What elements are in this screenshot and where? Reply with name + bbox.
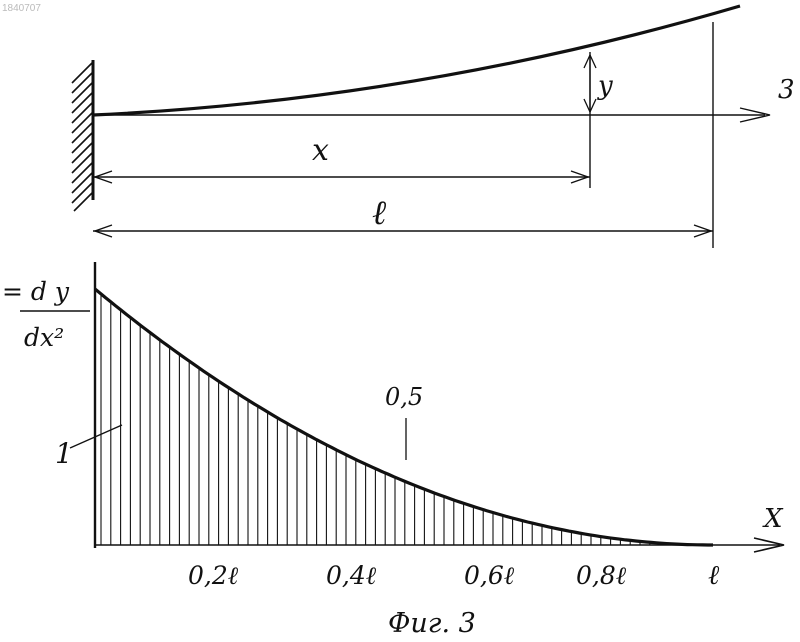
curve-label: 1: [55, 437, 73, 470]
x-tick-label: 0,4ℓ: [326, 561, 377, 590]
graph-x-axis-label: X: [762, 504, 784, 534]
graph-y-label-denominator: dx²: [24, 323, 64, 352]
deflection-arrow: [584, 55, 596, 112]
document-id: 1840707: [2, 3, 41, 14]
beam-axis-label: 3: [778, 75, 795, 105]
length-dimension: [93, 225, 713, 237]
moment-graph: X = d y dx² 1 0,5 0,2ℓ 0,4ℓ 0,6ℓ 0,8ℓ ℓ: [2, 262, 784, 591]
x-dimension: [93, 171, 590, 183]
deflected-beam-curve: [93, 6, 740, 115]
area-hatching: [101, 295, 709, 546]
moment-curve: [95, 289, 713, 545]
figure-caption: Фиг. 3: [388, 608, 476, 639]
x-tick-label: 0,2ℓ: [188, 561, 239, 590]
x-tick-label: 0,6ℓ: [464, 561, 515, 590]
beam-diagram: 3 y x ℓ: [72, 6, 795, 248]
deflection-label: y: [597, 71, 613, 101]
graph-y-label-numerator: = d y: [2, 277, 70, 306]
x-dimension-label: x: [312, 133, 329, 168]
x-tick-label: ℓ: [708, 560, 720, 591]
length-dimension-label: ℓ: [372, 193, 386, 233]
x-tick-label: 0,8ℓ: [576, 561, 627, 590]
point-label: 0,5: [385, 383, 423, 411]
wall-hatching: [72, 62, 93, 211]
